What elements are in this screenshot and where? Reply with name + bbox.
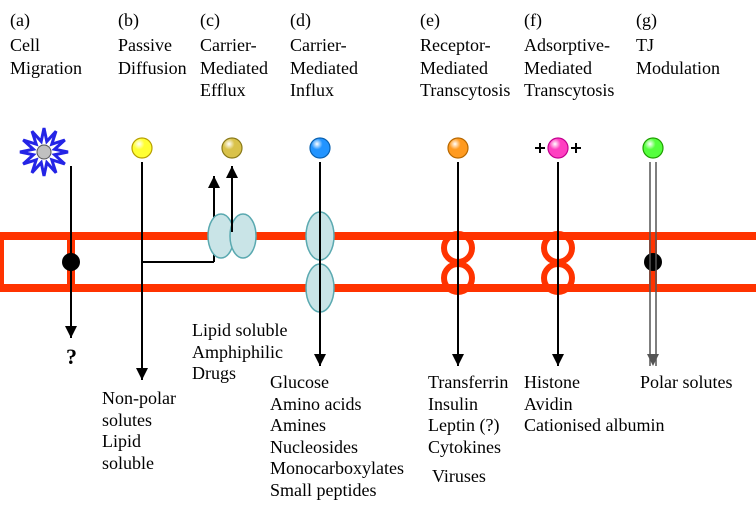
column-tag-f: (f)	[524, 10, 542, 31]
column-title-g: TJ Modulation	[636, 34, 720, 79]
column-tag-b: (b)	[118, 10, 139, 31]
column-tag-e: (e)	[420, 10, 440, 31]
column-title-e: Receptor- Mediated Transcytosis	[420, 34, 510, 102]
column-tag-c: (c)	[200, 10, 220, 31]
substrate-extra-e: Viruses	[432, 466, 486, 488]
column-tag-d: (d)	[290, 10, 311, 31]
column-title-b: Passive Diffusion	[118, 34, 187, 79]
column-title-f: Adsorptive- Mediated Transcytosis	[524, 34, 614, 102]
substrate-d: Glucose Amino acids Amines Nucleosides M…	[270, 372, 404, 502]
column-tag-a: (a)	[10, 10, 30, 31]
column-title-c: Carrier- Mediated Efflux	[200, 34, 268, 102]
substrate-e: Transferrin Insulin Leptin (?) Cytokines	[428, 372, 508, 458]
column-title-a: Cell Migration	[10, 34, 82, 79]
column-title-d: Carrier- Mediated Influx	[290, 34, 358, 102]
column-tag-g: (g)	[636, 10, 657, 31]
substrate-g: Polar solutes	[640, 372, 733, 394]
substrate-b: Non-polar solutes Lipid soluble	[102, 388, 176, 474]
substrate-a: ?	[66, 344, 77, 370]
